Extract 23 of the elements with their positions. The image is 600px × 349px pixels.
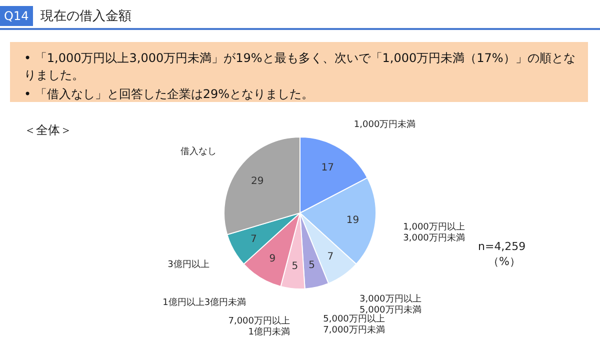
data-label: 7 <box>327 252 334 263</box>
text: • 「1,000万円以上3,000万円未満」が19%と最も多く、次いで「1,000万円未満（17%）」の順となりました。 <box>24 50 576 84</box>
data-label: 19 <box>346 214 360 226</box>
slice-label: 7,000万円以上 1億円未満 <box>228 316 290 338</box>
slice-label: 3億円以上 <box>168 259 210 270</box>
slice-label: 3,000万円以上 5,000万円未満 <box>360 293 422 316</box>
text: Q14 <box>0 6 33 26</box>
data-label: 29 <box>251 176 264 188</box>
text: • 「借入なし」と回答した企業は29%となりました。 <box>24 86 315 102</box>
slice-label: 5,000万円以上 7,000万円未満 <box>323 313 385 336</box>
slice-label: 1,000万円未満 <box>354 119 416 130</box>
slice-label: 1億円以上3億円未満 <box>162 296 246 308</box>
data-label: 17 <box>321 162 334 174</box>
data-label: 5 <box>308 260 316 271</box>
slice-label: 1,000万円以上 3,000万円未満 <box>403 221 465 244</box>
text: （%） <box>488 254 520 269</box>
text: n=4,259 <box>478 240 526 253</box>
text: ＜全体＞ <box>24 122 72 139</box>
chart-title: 現在の借入金額 <box>40 8 132 25</box>
data-label: 7 <box>250 234 257 246</box>
data-label: 9 <box>269 253 276 264</box>
slice-label: 借入なし <box>180 146 217 157</box>
data-label: 5 <box>292 260 298 272</box>
